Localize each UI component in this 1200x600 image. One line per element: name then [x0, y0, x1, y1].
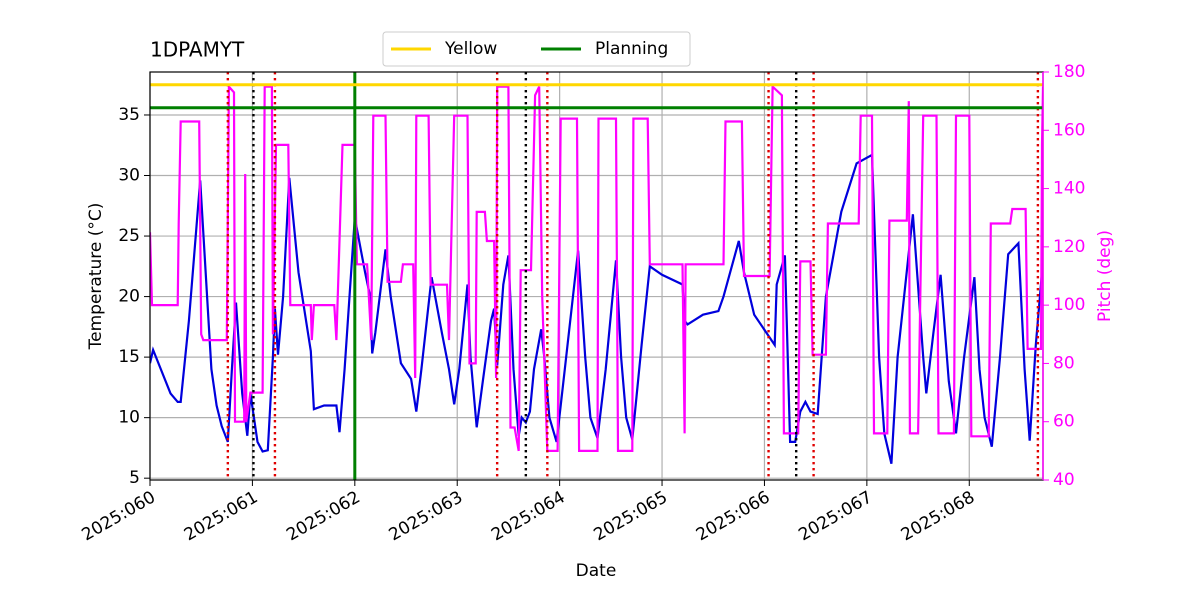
x-tick-label: 2025:067: [795, 487, 876, 545]
x-tick-label: 2025:060: [78, 487, 159, 545]
x-tick-label: 2025:066: [693, 487, 774, 545]
y-tick-label: 25: [118, 226, 140, 246]
y2-tick-label: 100: [1053, 295, 1085, 315]
legend-label: Yellow: [444, 39, 497, 59]
y2-tick-label: 140: [1053, 179, 1085, 199]
x-tick-label: 2025:064: [488, 487, 569, 545]
x-tick-label: 2025:063: [386, 487, 467, 545]
y2-tick-label: 80: [1053, 353, 1075, 373]
chart-title: 1DPAMYT: [150, 38, 245, 62]
y-tick-label: 20: [118, 287, 140, 307]
legend-box: [382, 31, 691, 67]
y2-tick-label: 160: [1053, 120, 1085, 140]
legend-label: Planning: [595, 39, 668, 59]
y2-tick-label: 40: [1053, 470, 1075, 490]
y-tick-label: 35: [118, 105, 140, 125]
data-line: [150, 153, 1043, 464]
y-tick-label: 5: [129, 468, 140, 488]
y2-tick-label: 120: [1053, 237, 1085, 257]
x-tick-label: 2025:061: [181, 487, 262, 545]
x-tick-label: 2025:062: [283, 487, 364, 545]
x-axis-label: Date: [576, 561, 617, 581]
y2-axis-label: Pitch (deg): [1095, 230, 1115, 322]
y-axis-label: Temperature (°C): [86, 203, 106, 351]
y-tick-label: 30: [118, 166, 140, 186]
y-tick-label: 15: [118, 347, 140, 367]
x-tick-label: 2025:065: [591, 487, 672, 545]
y-tick-label: 10: [118, 408, 140, 428]
y2-tick-label: 60: [1053, 412, 1075, 432]
x-tick-label: 2025:068: [898, 487, 979, 545]
y2-tick-label: 180: [1053, 62, 1085, 82]
